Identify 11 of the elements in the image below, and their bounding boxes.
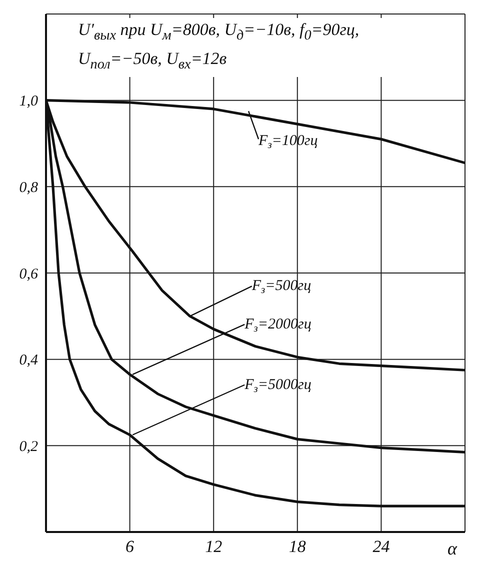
- chart-title: U′$_{вых}$ при U$_{м}$=800в, U$_{д}$=−10в, f$_{0}$=90гц, U$_{пол}$=−50в, U$_{вх}$=12в: [78, 20, 360, 73]
- x-tick-label: 18: [288, 537, 306, 556]
- y-tick-label: 1,0: [19, 94, 38, 110]
- y-tick-label: 0,4: [19, 352, 38, 369]
- x-tick-label: 6: [126, 537, 135, 556]
- x-tick-label: 24: [372, 537, 390, 556]
- x-axis-title: α: [448, 538, 458, 558]
- y-tick-label: 0,8: [19, 180, 38, 196]
- y-tick-label: 0,6: [19, 266, 38, 282]
- x-tick-label: 12: [205, 537, 223, 556]
- y-tick-label: 0,2: [19, 438, 38, 455]
